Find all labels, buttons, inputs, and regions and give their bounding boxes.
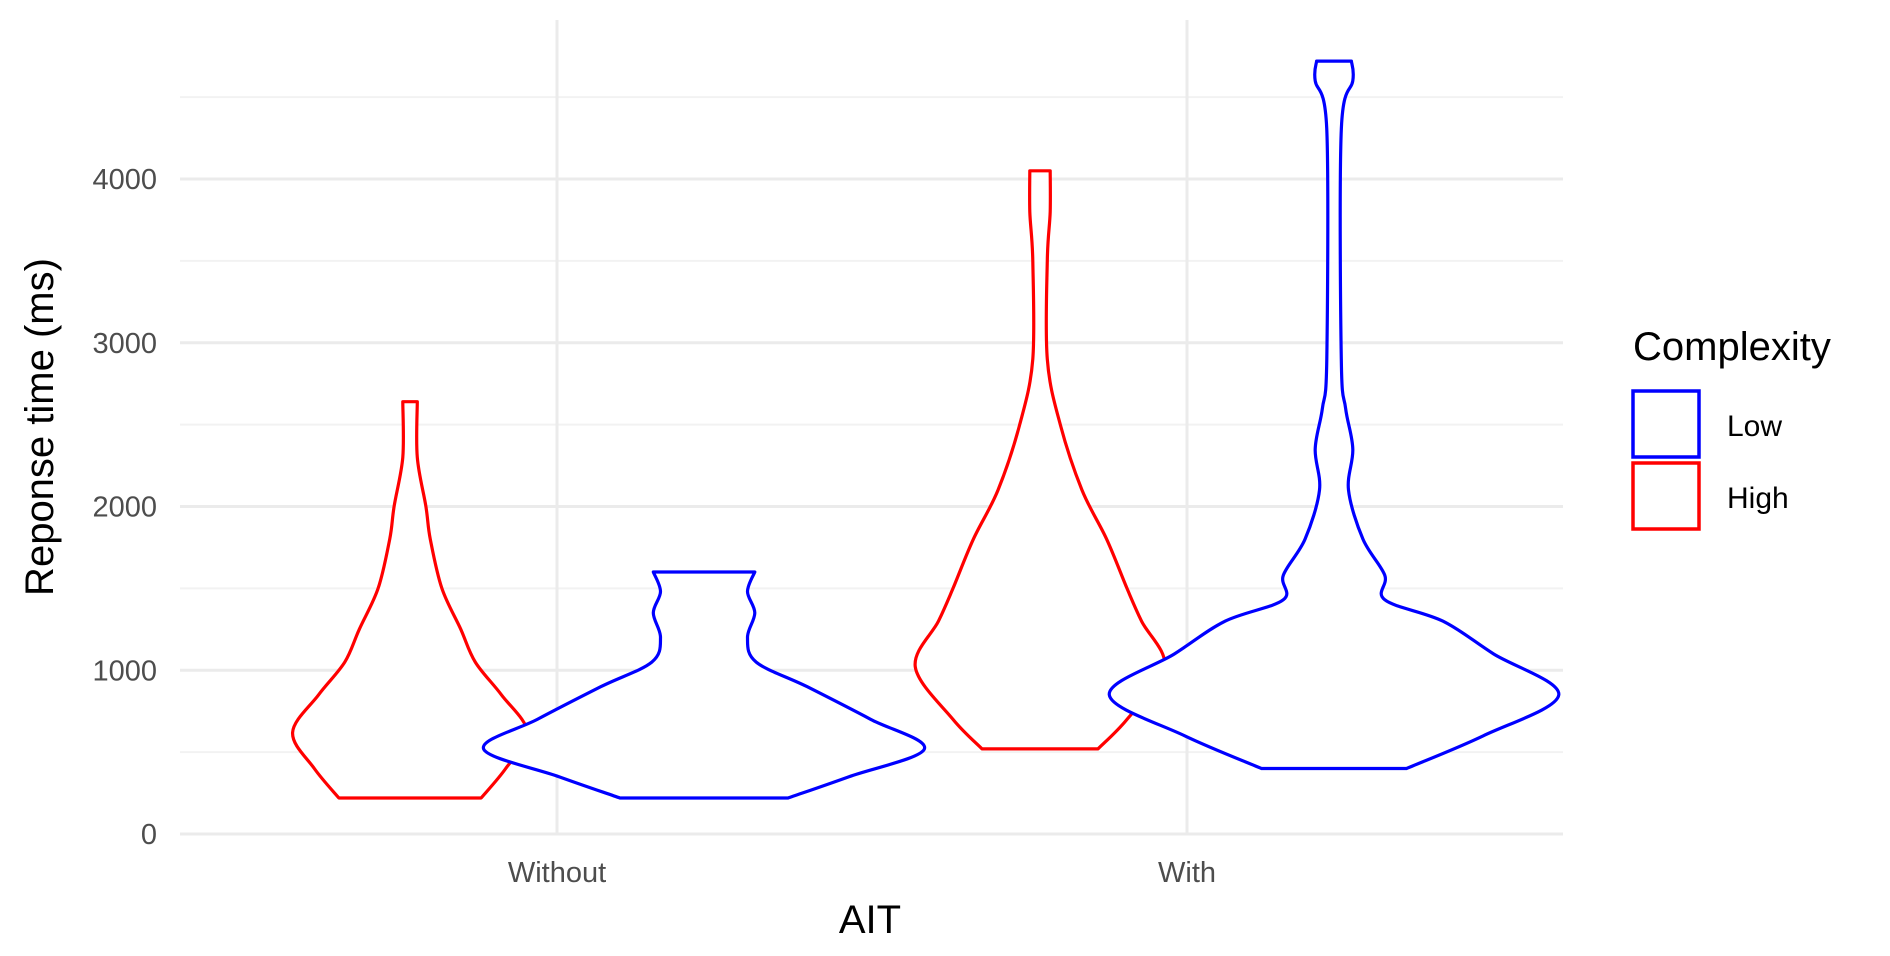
y-axis-title: Reponse time (ms) bbox=[18, 258, 62, 596]
violin-high-with bbox=[913, 169, 1167, 751]
violin-low-without bbox=[481, 570, 927, 800]
violin-low-with bbox=[1107, 59, 1561, 771]
x-tick-label: With bbox=[1158, 857, 1216, 889]
y-tick-label: 4000 bbox=[92, 164, 157, 196]
x-axis-title: AIT bbox=[839, 898, 901, 942]
y-tick-label: 0 bbox=[141, 819, 157, 851]
violin-high-without bbox=[291, 400, 530, 800]
legend-label-low: Low bbox=[1727, 410, 1782, 443]
y-tick-labels: 0 1000 2000 3000 4000 bbox=[92, 164, 157, 851]
x-tick-label: Without bbox=[508, 857, 606, 889]
y-tick-label: 1000 bbox=[92, 655, 157, 687]
legend-label-high: High bbox=[1727, 482, 1789, 515]
y-tick-label: 2000 bbox=[92, 492, 157, 524]
y-tick-label: 3000 bbox=[92, 328, 157, 360]
legend-key-low bbox=[1631, 389, 1701, 459]
legend-title: Complexity bbox=[1633, 325, 1831, 369]
x-tick-labels: Without With bbox=[508, 857, 1216, 889]
legend-key-high bbox=[1631, 461, 1701, 531]
legend: Complexity Low High bbox=[1631, 325, 1831, 531]
violin-layer bbox=[291, 59, 1561, 800]
